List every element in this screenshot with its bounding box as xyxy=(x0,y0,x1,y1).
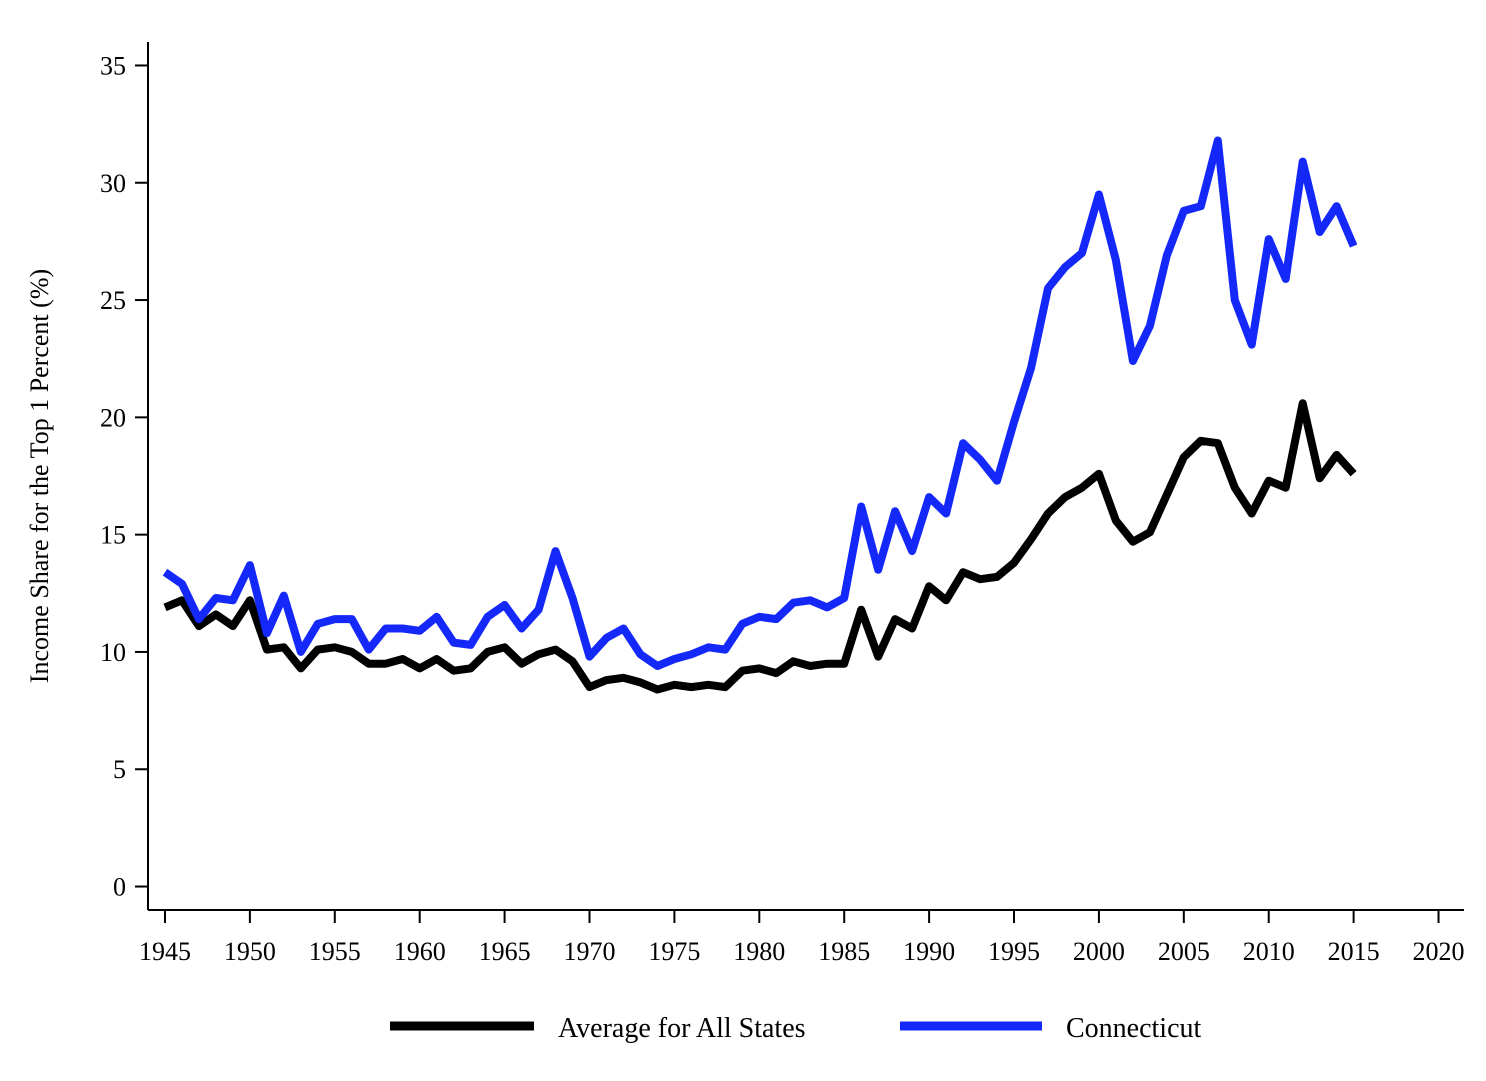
x-tick-label: 1950 xyxy=(224,937,276,966)
x-tick-label: 2000 xyxy=(1073,937,1125,966)
x-tick-label: 2010 xyxy=(1243,937,1295,966)
y-tick-label: 25 xyxy=(100,286,126,315)
x-tick-label: 2020 xyxy=(1413,937,1465,966)
legend: Average for All States Connecticut xyxy=(390,1013,1202,1044)
y-axis-ticks: 0 5 10 15 20 25 30 35 xyxy=(100,51,148,902)
y-tick-label: 35 xyxy=(100,51,126,80)
series-line-connecticut xyxy=(162,136,1358,670)
y-tick-label: 15 xyxy=(100,521,126,550)
series-line-average-for-all-states xyxy=(163,399,1357,694)
x-tick-label: 1955 xyxy=(309,937,361,966)
x-tick-label: 2005 xyxy=(1158,937,1210,966)
x-tick-label: 2015 xyxy=(1328,937,1380,966)
y-tick-label: 5 xyxy=(113,755,126,784)
x-tick-label: 1990 xyxy=(903,937,955,966)
x-axis-ticks: 1945 1950 1955 1960 1965 1970 1975 1980 1985 1990… xyxy=(139,910,1465,966)
x-tick-label: 1975 xyxy=(648,937,700,966)
x-tick-label: 1995 xyxy=(988,937,1040,966)
y-axis-title: Income Share for the Top 1 Percent (%) xyxy=(25,269,54,683)
x-tick-label: 1980 xyxy=(733,937,785,966)
y-tick-label: 30 xyxy=(100,169,126,198)
y-tick-label: 20 xyxy=(100,403,126,432)
legend-label-average-for-all-states: Average for All States xyxy=(558,1013,806,1044)
series-lines xyxy=(162,136,1358,694)
x-tick-label: 1985 xyxy=(818,937,870,966)
y-tick-label: 0 xyxy=(113,873,126,902)
x-tick-label: 1970 xyxy=(563,937,615,966)
x-tick-label: 1965 xyxy=(479,937,531,966)
y-tick-label: 10 xyxy=(100,638,126,667)
legend-label-connecticut: Connecticut xyxy=(1066,1013,1202,1044)
x-tick-label: 1960 xyxy=(394,937,446,966)
x-tick-label: 1945 xyxy=(139,937,191,966)
